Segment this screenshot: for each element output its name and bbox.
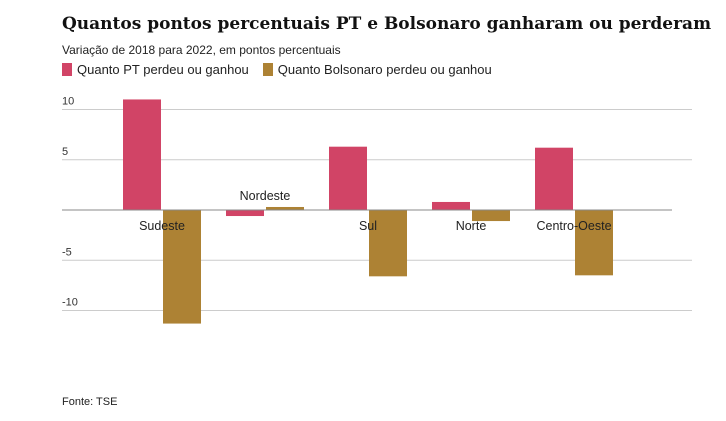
legend: Quanto PT perdeu ou ganhou Quanto Bolson… (62, 62, 492, 77)
legend-item-bolsonaro: Quanto Bolsonaro perdeu ou ganhou (262, 62, 492, 77)
legend-swatch-pt (62, 63, 72, 76)
bar-bolsonaro (575, 210, 613, 276)
category-label: Norte (456, 219, 487, 233)
category-label: Centro-Oeste (536, 219, 611, 233)
chart-subtitle: Variação de 2018 para 2022, em pontos pe… (62, 43, 341, 57)
y-tick-label: -5 (62, 246, 72, 258)
legend-label-bolsonaro: Quanto Bolsonaro perdeu ou ganhou (277, 62, 492, 77)
legend-item-pt: Quanto PT perdeu ou ganhou (62, 62, 249, 77)
source-note: Fonte: TSE (62, 396, 118, 408)
category-label: Sudeste (139, 219, 185, 233)
legend-swatch-bolsonaro (262, 63, 273, 76)
bar-bolsonaro (472, 210, 510, 222)
bar-pt (329, 146, 367, 210)
y-tick-label: 10 (62, 96, 74, 108)
legend-label-pt: Quanto PT perdeu ou ganhou (77, 62, 249, 77)
bar-pt (432, 201, 470, 210)
y-tick-label: -10 (62, 297, 78, 309)
bar-bolsonaro (266, 206, 304, 210)
category-label: Nordeste (240, 189, 291, 203)
bar-bolsonaro (163, 210, 201, 324)
bar-bolsonaro (369, 210, 407, 277)
chart-title: Quantos pontos percentuais PT e Bolsonar… (62, 14, 712, 34)
y-tick-label: 5 (62, 146, 68, 158)
category-label: Sul (359, 219, 377, 233)
bar-pt (535, 147, 573, 210)
bar-pt (226, 210, 264, 217)
bar-pt (123, 99, 161, 210)
